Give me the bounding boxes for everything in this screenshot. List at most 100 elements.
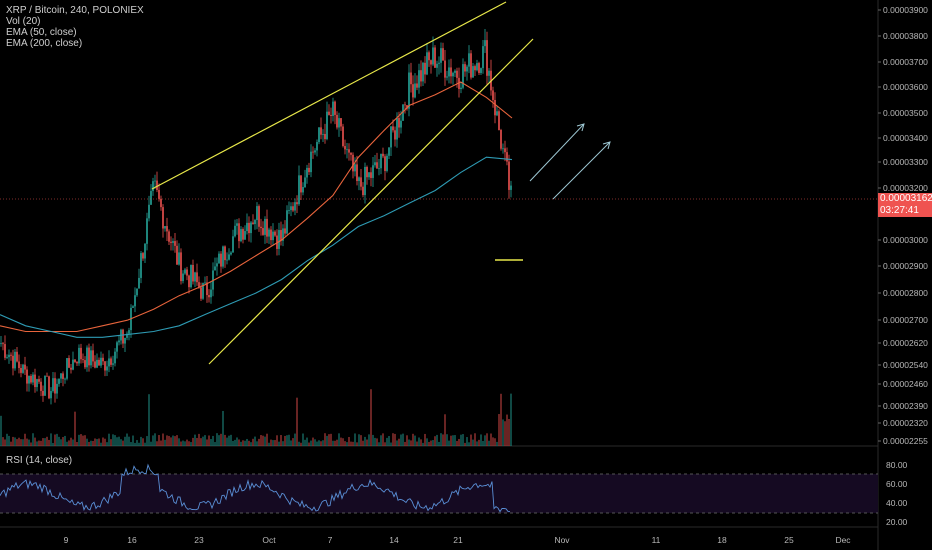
volume-bar [506,414,508,446]
candle-body [14,351,16,369]
candle-body [342,126,344,147]
candle-body [272,231,274,241]
time-axis[interactable]: 9 16 23 Oct 7 14 21 Nov 11 18 25 Dec [64,535,852,545]
volume-bar [414,435,416,446]
projection-arrows[interactable] [529,123,611,200]
candle-body [54,378,56,394]
candle-body [8,354,10,358]
candle-body [174,241,176,246]
ema200-line [0,156,513,338]
volume-bar [430,440,432,446]
lower-trendline[interactable] [208,38,534,365]
volume-bar [42,438,44,446]
rsi-band [0,474,878,513]
arrow-2-head [602,141,611,150]
indicator-ema200[interactable]: EMA (200, close) [6,38,83,49]
volume-bar [278,441,280,446]
candle-body [82,359,84,361]
volume-bar [314,439,316,446]
volume-bar [330,433,332,446]
volume-bar [464,442,466,446]
candle-body [438,62,440,64]
volume-bar [450,435,452,446]
arrow-2 [552,141,611,200]
candle-body [40,381,42,391]
volume-bar [112,434,114,446]
candle-body [426,52,428,75]
candle-body [116,342,118,352]
volume-bar [218,435,220,446]
candle-body [30,375,32,383]
candle-body [62,373,64,379]
candle-body [36,379,38,388]
candle-body [122,329,124,344]
candle-body [46,375,48,377]
candle-body [460,87,462,89]
volume-bar [144,442,146,446]
volume-bar [462,434,464,446]
volume-bar [64,435,66,446]
current-price-badge: 0.00003162 03:27:41 [878,193,932,217]
volume-bar [94,438,96,446]
volume-bar [24,433,26,446]
candle-body [420,70,422,82]
volume-bar [502,419,504,446]
volume-bar [120,439,122,446]
volume-bar [432,440,434,446]
volume-bar [400,434,402,446]
indicator-volume[interactable]: Vol (20) [6,16,41,27]
candle-body [208,295,210,298]
candle-body [232,236,234,253]
indicator-ema50[interactable]: EMA (50, close) [6,27,77,38]
volume-bar [428,441,430,446]
volume-bar [70,437,72,446]
volume-bar [208,435,210,446]
candle-body [254,220,256,225]
rsi-axis[interactable]: 80.00 60.00 40.00 20.00 [886,460,908,527]
volume-bar [164,439,166,446]
upper-trendline[interactable] [151,1,507,190]
volume-bar [422,442,424,446]
candle-body [404,104,406,106]
volume-bar [34,437,36,446]
volume-bar [172,435,174,446]
volume-bar [80,434,82,446]
volume-bar [408,439,410,446]
candle-body [100,357,102,366]
volume-bar [484,435,486,446]
candle-body [234,225,236,237]
volume-bar [108,433,110,446]
time-tick-label: Nov [554,535,570,545]
candle-body [16,351,18,362]
volume-bar [124,436,126,446]
volume-bar [364,436,366,446]
volume-bar [350,441,352,446]
candle-body [480,68,482,73]
candle-body [128,330,130,334]
candle-body [498,111,500,131]
volume-bar [256,441,258,446]
volume-bar [184,441,186,446]
time-tick-label: 16 [127,535,137,545]
candle-body [256,206,258,221]
rsi-title[interactable]: RSI (14, close) [6,455,73,466]
candle-body [176,245,178,265]
candle-body [250,222,252,234]
volume-bar [140,436,142,446]
candle-body [396,117,398,140]
symbol-title[interactable]: XRP / Bitcoin, 240, POLONIEX [6,5,144,16]
volume-bar [368,434,370,446]
volume-bar [444,414,446,446]
volume-bar [56,433,58,446]
candle-body [52,378,54,392]
price-axis[interactable]: 0.00003900 0.00003800 0.00003700 0.00003600… [878,5,928,446]
candle-body [286,210,288,234]
candle-body [312,151,314,153]
volume-bar [100,442,102,446]
volume-bar [264,436,266,446]
price-tick-label: 0.00002540 [883,360,928,370]
candle-body [220,253,222,267]
volume-bar [198,433,200,446]
volume-bar [82,435,84,446]
